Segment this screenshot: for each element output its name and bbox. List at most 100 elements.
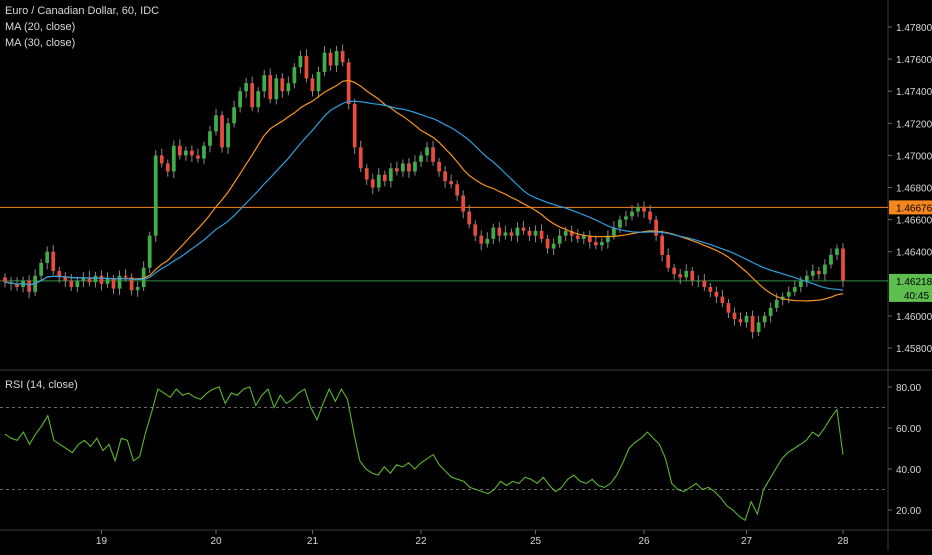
candle-body[interactable] xyxy=(654,219,658,236)
candle-body[interactable] xyxy=(395,168,399,172)
candle-body[interactable] xyxy=(117,275,122,289)
candle-body[interactable] xyxy=(93,275,98,283)
candle-body[interactable] xyxy=(57,270,62,278)
candle-body[interactable] xyxy=(352,104,357,148)
candle-body[interactable] xyxy=(382,174,387,182)
candle-body[interactable] xyxy=(817,270,821,275)
candle-body[interactable] xyxy=(786,291,791,297)
candle-body[interactable] xyxy=(376,174,381,188)
candle-body[interactable] xyxy=(425,147,429,156)
candle-body[interactable] xyxy=(232,107,236,124)
candle-body[interactable] xyxy=(792,287,797,292)
candle-body[interactable] xyxy=(503,232,508,236)
candle-body[interactable] xyxy=(612,227,616,236)
candle-body[interactable] xyxy=(45,251,50,263)
candle-body[interactable] xyxy=(823,264,827,275)
candle-body[interactable] xyxy=(726,303,731,313)
candle-body[interactable] xyxy=(648,211,652,220)
candle-body[interactable] xyxy=(774,299,779,308)
candle-body[interactable] xyxy=(244,83,249,92)
candle-body[interactable] xyxy=(539,230,544,239)
candle-body[interactable] xyxy=(286,83,291,92)
candle-body[interactable] xyxy=(196,155,200,159)
candle-body[interactable] xyxy=(630,211,634,217)
candle-body[interactable] xyxy=(431,147,435,162)
candle-body[interactable] xyxy=(346,62,351,105)
candle-body[interactable] xyxy=(190,150,194,156)
candle-body[interactable] xyxy=(183,150,188,156)
candle-body[interactable] xyxy=(672,267,677,275)
candle-body[interactable] xyxy=(280,78,285,92)
rsi-legend[interactable]: RSI (14, close) xyxy=(5,379,78,391)
candle-body[interactable] xyxy=(298,55,303,68)
candle-body[interactable] xyxy=(581,235,586,239)
candle-body[interactable] xyxy=(304,55,309,79)
candle-body[interactable] xyxy=(214,115,218,132)
candle-body[interactable] xyxy=(310,78,315,92)
candle-body[interactable] xyxy=(738,319,743,323)
candle-body[interactable] xyxy=(744,315,749,323)
candle-body[interactable] xyxy=(159,155,164,164)
candle-body[interactable] xyxy=(497,227,502,236)
candle-body[interactable] xyxy=(732,312,737,320)
candle-body[interactable] xyxy=(473,224,478,236)
candle-body[interactable] xyxy=(129,277,134,291)
candle-body[interactable] xyxy=(708,287,713,292)
candle-body[interactable] xyxy=(250,83,255,108)
symbol-title[interactable]: Euro / Canadian Dollar, 60, IDC xyxy=(5,5,160,17)
candle-body[interactable] xyxy=(606,235,610,243)
candle-body[interactable] xyxy=(467,211,472,225)
candle-body[interactable] xyxy=(328,52,333,66)
candle-body[interactable] xyxy=(491,227,496,239)
candle-body[interactable] xyxy=(527,230,532,236)
candle-body[interactable] xyxy=(407,163,411,172)
candle-body[interactable] xyxy=(220,115,224,148)
candle-body[interactable] xyxy=(105,278,110,284)
candle-body[interactable] xyxy=(684,270,689,278)
candle-body[interactable] xyxy=(111,278,116,289)
candle-body[interactable] xyxy=(461,195,466,212)
candle-body[interactable] xyxy=(340,51,345,63)
candle-body[interactable] xyxy=(202,145,206,159)
candle-body[interactable] xyxy=(370,179,375,188)
candle-body[interactable] xyxy=(696,280,701,282)
candle-body[interactable] xyxy=(39,262,44,276)
candle-body[interactable] xyxy=(690,270,695,281)
candle-body[interactable] xyxy=(147,235,152,268)
candle-body[interactable] xyxy=(829,254,833,265)
candle-body[interactable] xyxy=(642,206,646,212)
candle-body[interactable] xyxy=(292,67,297,84)
candle-body[interactable] xyxy=(551,243,556,249)
candle-body[interactable] xyxy=(274,78,279,100)
candle-body[interactable] xyxy=(401,163,405,172)
candle-body[interactable] xyxy=(316,71,321,92)
candle-body[interactable] xyxy=(835,248,839,255)
candle-body[interactable] xyxy=(593,242,598,246)
candle-body[interactable] xyxy=(768,307,773,316)
candle-body[interactable] xyxy=(208,131,212,146)
candle-body[interactable] xyxy=(81,277,86,281)
candle-body[interactable] xyxy=(678,274,683,278)
candle-body[interactable] xyxy=(171,145,176,172)
candle-body[interactable] xyxy=(756,322,761,332)
candle-body[interactable] xyxy=(618,219,622,228)
candle-body[interactable] xyxy=(358,147,363,169)
candle-body[interactable] xyxy=(841,248,845,281)
candle-body[interactable] xyxy=(226,123,230,148)
candle-body[interactable] xyxy=(238,91,242,108)
candle-body[interactable] xyxy=(69,280,74,288)
candle-body[interactable] xyxy=(51,251,56,271)
candle-body[interactable] xyxy=(762,315,767,323)
candle-body[interactable] xyxy=(449,181,453,185)
candle-body[interactable] xyxy=(63,277,68,281)
candle-body[interactable] xyxy=(437,161,441,172)
candle-body[interactable] xyxy=(153,155,158,236)
candle-body[interactable] xyxy=(388,168,393,182)
candle-body[interactable] xyxy=(123,275,128,278)
candle-body[interactable] xyxy=(27,280,31,292)
candle-body[interactable] xyxy=(714,291,719,297)
candle-body[interactable] xyxy=(545,238,550,249)
candle-body[interactable] xyxy=(569,230,574,236)
